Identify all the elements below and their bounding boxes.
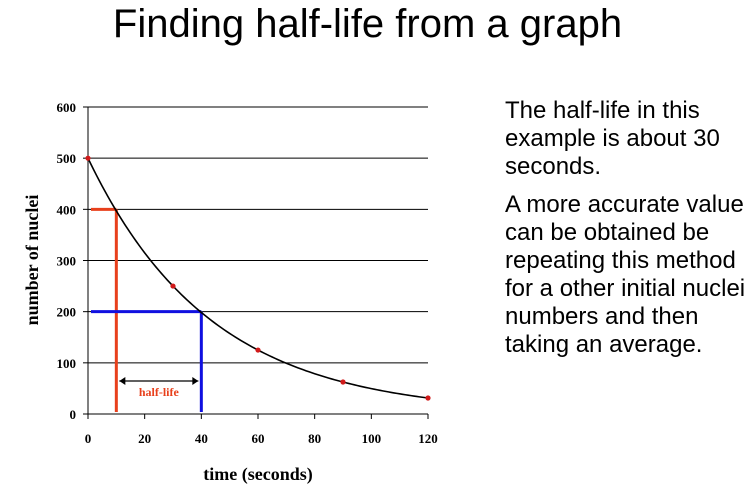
slide-title: Finding half-life from a graph bbox=[112, 2, 623, 46]
x-axis: 0 20 40 60 80 100 120 bbox=[85, 413, 438, 446]
decay-curve bbox=[87, 157, 429, 399]
y-tick-label-100: 100 bbox=[57, 356, 77, 371]
y-axis-title: number of nuclei bbox=[22, 195, 42, 326]
half-life-label-bg bbox=[131, 384, 186, 400]
y-tick-label-400: 400 bbox=[57, 202, 77, 217]
y-tick-label-500: 500 bbox=[57, 151, 77, 166]
x-tick-label-40: 40 bbox=[195, 431, 208, 446]
y-tick-label-0: 0 bbox=[70, 407, 77, 422]
guide-lines bbox=[91, 207, 203, 412]
x-tick-label-0: 0 bbox=[85, 431, 92, 446]
y-gridlines bbox=[88, 106, 428, 364]
explanation-paragraph-2: A more accurate value can be obtained be… bbox=[505, 191, 746, 358]
x-tick-label-60: 60 bbox=[252, 431, 265, 446]
data-point-0 bbox=[85, 155, 91, 161]
data-point-3 bbox=[340, 379, 346, 385]
data-point-2 bbox=[255, 347, 261, 353]
y-tick-label-600: 600 bbox=[57, 100, 77, 115]
half-life-label: half-life bbox=[139, 385, 180, 399]
x-axis-title: time (seconds) bbox=[203, 464, 312, 485]
x-tick-label-80: 80 bbox=[308, 431, 321, 446]
half-life-annotation: half-life bbox=[119, 377, 199, 400]
x-tick-label-100: 100 bbox=[362, 431, 382, 446]
y-axis: 0 100 200 300 400 500 600 bbox=[57, 100, 89, 422]
explanation-paragraph-1: The half-life in this example is about 3… bbox=[505, 97, 720, 180]
half-life-arrow-left bbox=[119, 377, 126, 385]
y-tick-label-200: 200 bbox=[57, 305, 77, 320]
data-point-1 bbox=[170, 283, 176, 289]
x-tick-label-120: 120 bbox=[418, 431, 438, 446]
y-tick-label-300: 300 bbox=[57, 254, 77, 269]
data-point-4 bbox=[425, 395, 431, 401]
data-points bbox=[85, 155, 431, 401]
explanation-text: The half-life in this example is about 3… bbox=[505, 97, 750, 369]
half-life-arrow-right bbox=[192, 377, 199, 385]
x-tick-label-20: 20 bbox=[138, 431, 151, 446]
